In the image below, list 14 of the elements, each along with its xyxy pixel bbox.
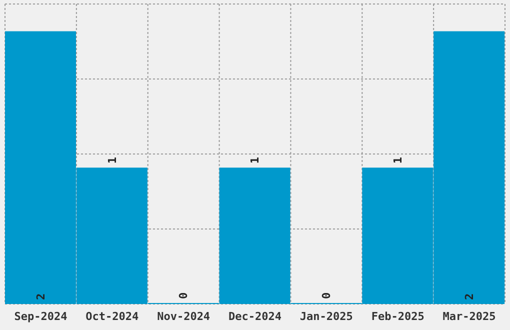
x-tick-label: Jan-2025 [300, 310, 353, 323]
x-tick-label: Mar-2025 [442, 310, 496, 323]
x-tick-label: Dec-2024 [228, 310, 282, 323]
data-label: 2 [34, 293, 48, 300]
data-label: 1 [391, 156, 404, 164]
data-label: 1 [248, 156, 262, 164]
x-tick-label: Feb-2025 [371, 310, 424, 323]
data-label: 0 [177, 292, 190, 299]
x-tick-label: Oct-2024 [86, 310, 140, 323]
data-label: 2 [462, 293, 476, 300]
x-tick-label: Nov-2024 [157, 310, 210, 323]
x-tick-label: Sep-2024 [14, 310, 68, 323]
data-label: 1 [106, 156, 119, 164]
data-label: 0 [320, 292, 334, 299]
